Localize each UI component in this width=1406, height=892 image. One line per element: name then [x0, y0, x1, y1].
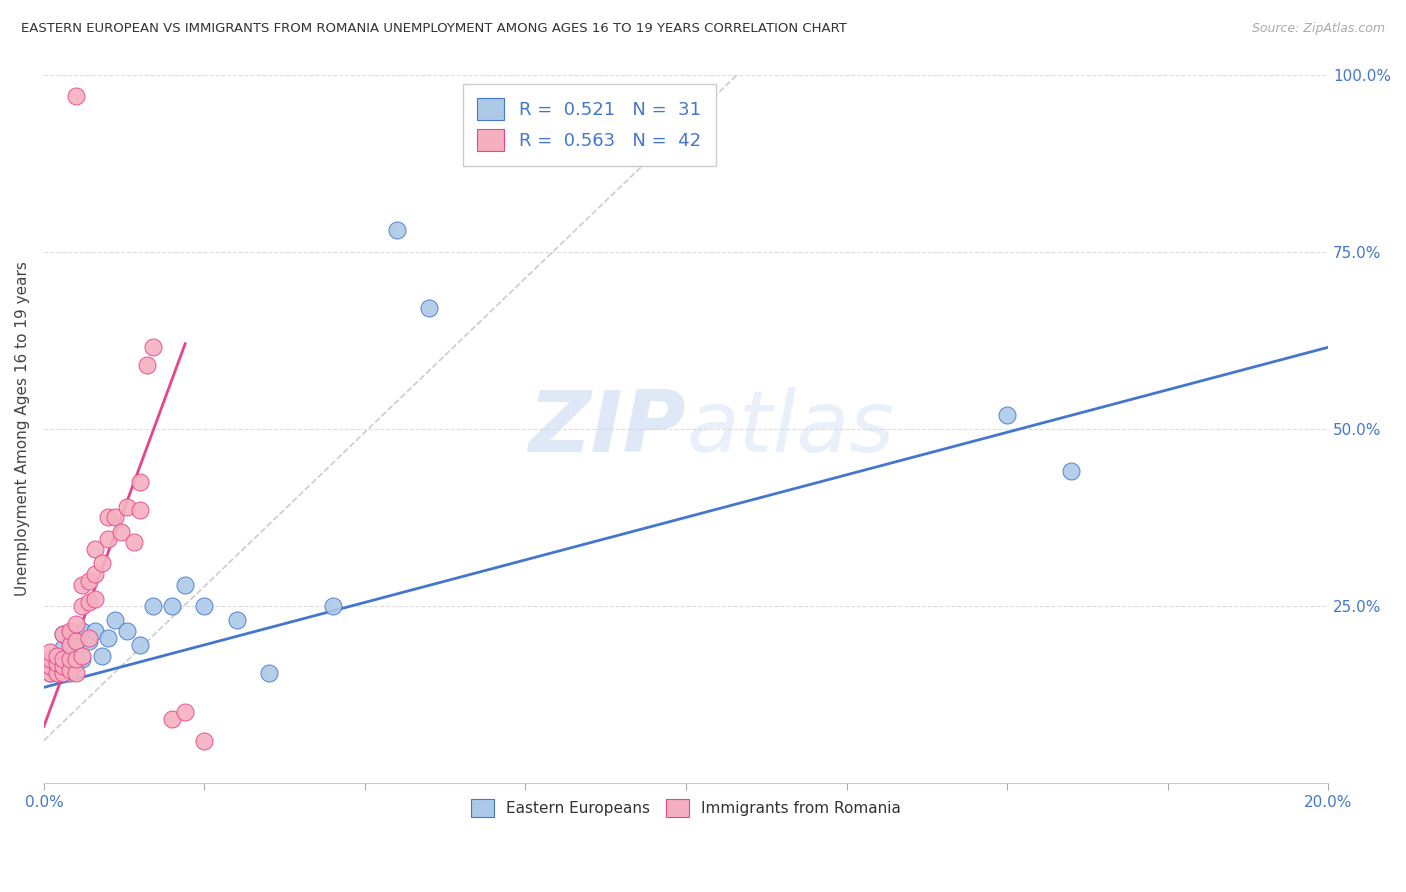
Point [72, 577, 94, 591]
Point [84, 542, 107, 557]
Point [142, 340, 165, 354]
Point [65, 652, 87, 666]
Point [77, 631, 100, 645]
Point [58, 634, 80, 648]
Point [84, 567, 107, 582]
Point [39, 666, 62, 681]
Point [39, 652, 62, 666]
Point [39, 659, 62, 673]
Text: Source: ZipAtlas.com: Source: ZipAtlas.com [1251, 22, 1385, 36]
Point [1060, 464, 1083, 478]
Point [174, 577, 197, 591]
Point [45, 648, 67, 663]
Point [97, 532, 120, 546]
Point [129, 503, 152, 517]
Point [77, 634, 100, 648]
Point [122, 535, 145, 549]
Point [90, 557, 112, 571]
Point [97, 510, 120, 524]
Point [65, 656, 87, 670]
Text: atlas: atlas [686, 387, 894, 470]
Point [162, 599, 184, 613]
Point [84, 624, 107, 638]
Point [52, 641, 75, 656]
Point [45, 666, 67, 681]
Point [142, 599, 165, 613]
Point [174, 705, 197, 719]
Point [58, 638, 80, 652]
Point [995, 408, 1018, 422]
Legend: Eastern Europeans, Immigrants from Romania: Eastern Europeans, Immigrants from Roman… [464, 791, 908, 825]
Point [322, 599, 344, 613]
Point [52, 627, 75, 641]
Point [52, 659, 75, 673]
Point [52, 666, 75, 681]
Point [135, 358, 157, 372]
Point [77, 574, 100, 588]
Point [117, 500, 139, 514]
Point [97, 631, 120, 645]
Point [193, 599, 215, 613]
Text: ZIP: ZIP [529, 387, 686, 470]
Point [129, 638, 152, 652]
Point [103, 510, 125, 524]
Point [39, 645, 62, 659]
Point [90, 648, 112, 663]
Point [72, 624, 94, 638]
Point [65, 616, 87, 631]
Point [65, 634, 87, 648]
Point [77, 595, 100, 609]
Point [58, 624, 80, 638]
Point [52, 652, 75, 666]
Point [193, 733, 215, 747]
Point [58, 652, 80, 666]
Point [385, 223, 408, 237]
Point [418, 301, 440, 316]
Point [39, 666, 62, 681]
Point [65, 627, 87, 641]
Text: EASTERN EUROPEAN VS IMMIGRANTS FROM ROMANIA UNEMPLOYMENT AMONG AGES 16 TO 19 YEA: EASTERN EUROPEAN VS IMMIGRANTS FROM ROMA… [21, 22, 846, 36]
Point [72, 648, 94, 663]
Point [58, 663, 80, 677]
Point [110, 524, 132, 539]
Point [117, 624, 139, 638]
Point [72, 652, 94, 666]
Point [45, 666, 67, 681]
Point [45, 656, 67, 670]
Point [225, 613, 247, 627]
Point [162, 712, 184, 726]
Point [52, 663, 75, 677]
Point [58, 666, 80, 681]
Point [45, 656, 67, 670]
Point [257, 666, 280, 681]
Point [52, 627, 75, 641]
Point [103, 613, 125, 627]
Point [84, 591, 107, 606]
Point [39, 652, 62, 666]
Point [129, 475, 152, 489]
Point [72, 599, 94, 613]
Y-axis label: Unemployment Among Ages 16 to 19 years: Unemployment Among Ages 16 to 19 years [15, 261, 30, 596]
Point [65, 88, 87, 103]
Point [65, 666, 87, 681]
